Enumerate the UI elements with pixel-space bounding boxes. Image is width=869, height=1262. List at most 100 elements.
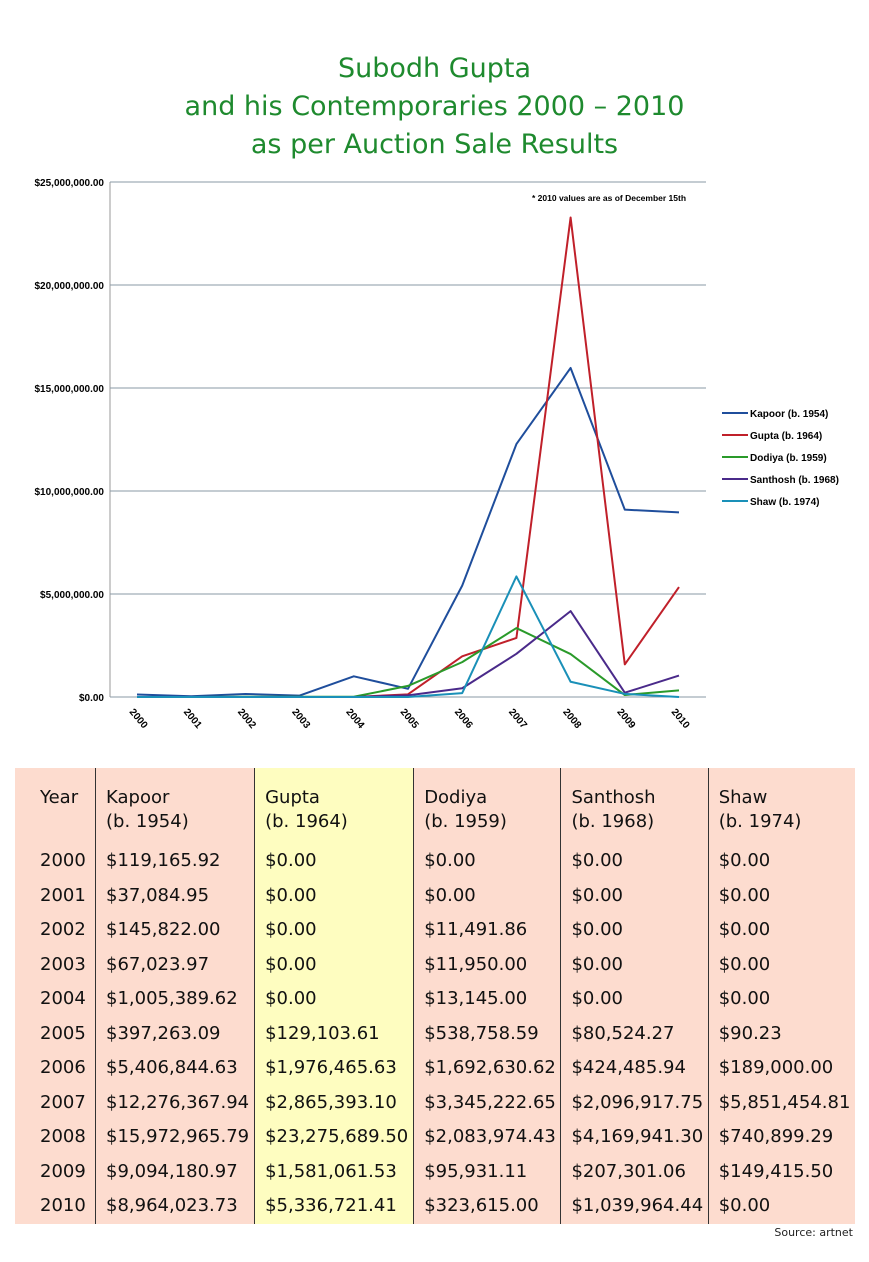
table-cell: $0.00: [254, 913, 414, 948]
table-cell: $119,165.92: [94, 844, 255, 879]
table-cell: $2,865,393.10: [254, 1085, 414, 1120]
x-tick-label: 2003: [289, 707, 312, 731]
table-cell: $0.00: [707, 982, 855, 1017]
table-row: 2000 $119,165.92 $0.00 $0.00 $0.00 $0.00: [15, 844, 855, 879]
table-cell: $0.00: [254, 982, 414, 1017]
header-line: Year: [40, 787, 79, 808]
chart-title: Subodh Gupta and his Contemporaries 2000…: [0, 50, 869, 164]
table-cell: 2010: [40, 1195, 86, 1216]
table-cell: 2008: [40, 1126, 86, 1147]
column-header: Santhosh (b. 1968): [560, 768, 709, 844]
table-row: 2004 $1,005,389.62 $0.00 $13,145.00 $0.00 $0.…: [15, 982, 855, 1017]
table-cell: $13,145.00: [413, 982, 561, 1017]
x-tick-label: 2002: [235, 707, 258, 731]
table-cell: $23,275,689.50: [254, 1120, 414, 1155]
header-line: Dodiya: [424, 787, 488, 808]
series-line-dodiya: [137, 627, 680, 698]
header-line: (b. 1959): [424, 811, 507, 832]
table-cell: 2006: [40, 1057, 86, 1078]
series-line-gupta: [137, 216, 680, 698]
table-cell: $11,491.86: [413, 913, 561, 948]
y-tick-label: $20,000,000.00: [34, 281, 104, 292]
legend-label: Santhosh (b. 1968): [750, 475, 839, 486]
table-cell: $2,083,974.43: [413, 1120, 561, 1155]
table-header-row: Year Kapoor (b. 1954) Gupta (b. 1964) Dodiya (…: [15, 768, 855, 844]
x-tick-label: 2000: [127, 707, 150, 731]
table-row: 2010 $8,964,023.73 $5,336,721.41 $323,615.0…: [15, 1189, 855, 1224]
table-cell: $11,950.00: [413, 947, 561, 982]
header-line: Kapoor: [106, 787, 170, 808]
table-cell: $15,972,965.79: [94, 1120, 255, 1155]
y-tick-label: $25,000,000.00: [34, 178, 104, 189]
table-cell: 2003: [40, 953, 86, 975]
table-cell: $538,758.59: [413, 1016, 561, 1051]
table-cell: $0.00: [413, 878, 561, 913]
table-cell: 2000: [40, 850, 86, 871]
title-line: and his Contemporaries 2000 – 2010: [184, 91, 685, 122]
table-row: 2001 $37,084.95 $0.00 $0.00 $0.00 $0.00: [15, 878, 855, 913]
table-cell: 2002: [40, 919, 86, 940]
table-row: 2007 $12,276,367.94 $2,865,393.10 $3,345,22…: [15, 1085, 855, 1120]
table-cell: 2005: [40, 1022, 86, 1044]
table-cell: 2009: [40, 1160, 86, 1182]
table-row: 2005 $397,263.09 $129,103.61 $538,758.59 $80…: [15, 1016, 855, 1051]
table-cell: $0.00: [254, 947, 414, 982]
table-cell: $0.00: [707, 947, 855, 982]
series-line-kapoor: [136, 366, 680, 698]
title-line: as per Auction Sale Results: [250, 129, 619, 160]
data-table: Year Kapoor (b. 1954) Gupta (b. 1964) Dodiya (…: [15, 768, 855, 1224]
series-line-santhosh: [137, 610, 680, 698]
table-cell: $67,023.97: [94, 947, 255, 982]
table-row: 2003 $67,023.97 $0.00 $11,950.00 $0.00 $0.00: [15, 947, 855, 982]
table-cell: $129,103.61: [254, 1016, 414, 1051]
header-line: (b. 1954): [106, 811, 189, 832]
table-cell: $0.00: [707, 1189, 855, 1224]
table-cell: $424,485.94: [560, 1051, 709, 1086]
table-cell: $1,581,061.53: [254, 1154, 414, 1189]
column-header: Kapoor (b. 1954): [94, 768, 255, 844]
table-cell: $1,976,465.63: [254, 1051, 414, 1086]
table-row: 2006 $5,406,844.63 $1,976,465.63 $1,692,630…: [15, 1051, 855, 1086]
legend-label: Gupta (b. 1964): [750, 431, 822, 442]
table-cell: $0.00: [254, 844, 414, 879]
table-cell: $37,084.95: [94, 878, 255, 913]
table-cell: $0.00: [560, 844, 709, 879]
x-tick-label: 2010: [669, 707, 692, 731]
table-cell: $8,964,023.73: [94, 1189, 255, 1224]
table-cell: $323,615.00: [413, 1189, 561, 1224]
title-line: Subodh Gupta: [337, 53, 532, 84]
column-header: Year: [15, 768, 96, 844]
table-cell: $0.00: [560, 913, 709, 948]
x-tick-label: 2008: [560, 707, 583, 731]
y-tick-label: $10,000,000.00: [34, 487, 104, 498]
table-cell: $1,005,389.62: [94, 982, 255, 1017]
table-cell: $0.00: [560, 982, 709, 1017]
table-cell: $5,336,721.41: [254, 1189, 414, 1224]
legend-label: Kapoor (b. 1954): [750, 409, 828, 420]
x-tick-label: 2004: [344, 707, 367, 731]
table-cell: 2007: [40, 1091, 86, 1113]
table-cell: $9,094,180.97: [94, 1154, 255, 1189]
header-line: (b. 1964): [265, 811, 348, 832]
table-cell: $207,301.06: [560, 1154, 709, 1189]
legend-label: Shaw (b. 1974): [750, 497, 819, 508]
x-tick-label: 2001: [181, 707, 204, 731]
table-cell: $0.00: [560, 878, 709, 913]
table-cell: $149,415.50: [707, 1154, 855, 1189]
table-cell: $4,169,941.30: [560, 1120, 709, 1155]
annotation: * 2010 values are as of December 15th: [532, 193, 686, 203]
table-cell: $0.00: [707, 913, 855, 948]
table-cell: 2001: [40, 884, 86, 906]
table-cell: $1,692,630.62: [413, 1051, 561, 1086]
x-tick-label: 2006: [452, 707, 475, 731]
header-line: (b. 1974): [718, 811, 802, 832]
header-line: Santhosh: [571, 787, 656, 808]
table-row: 2009 $9,094,180.97 $1,581,061.53 $95,931.11…: [15, 1154, 855, 1189]
column-header: Dodiya (b. 1959): [413, 768, 561, 844]
column-header: Gupta (b. 1964): [254, 768, 414, 844]
y-tick-label: $5,000,000.00: [40, 590, 104, 601]
table-cell: $0.00: [707, 844, 855, 879]
line-chart: $0.00 $5,000,000.00 $10,000,000.00 $15,000,…: [34, 178, 839, 731]
header-line: Shaw: [718, 787, 768, 808]
header-line: (b. 1968): [571, 811, 655, 832]
